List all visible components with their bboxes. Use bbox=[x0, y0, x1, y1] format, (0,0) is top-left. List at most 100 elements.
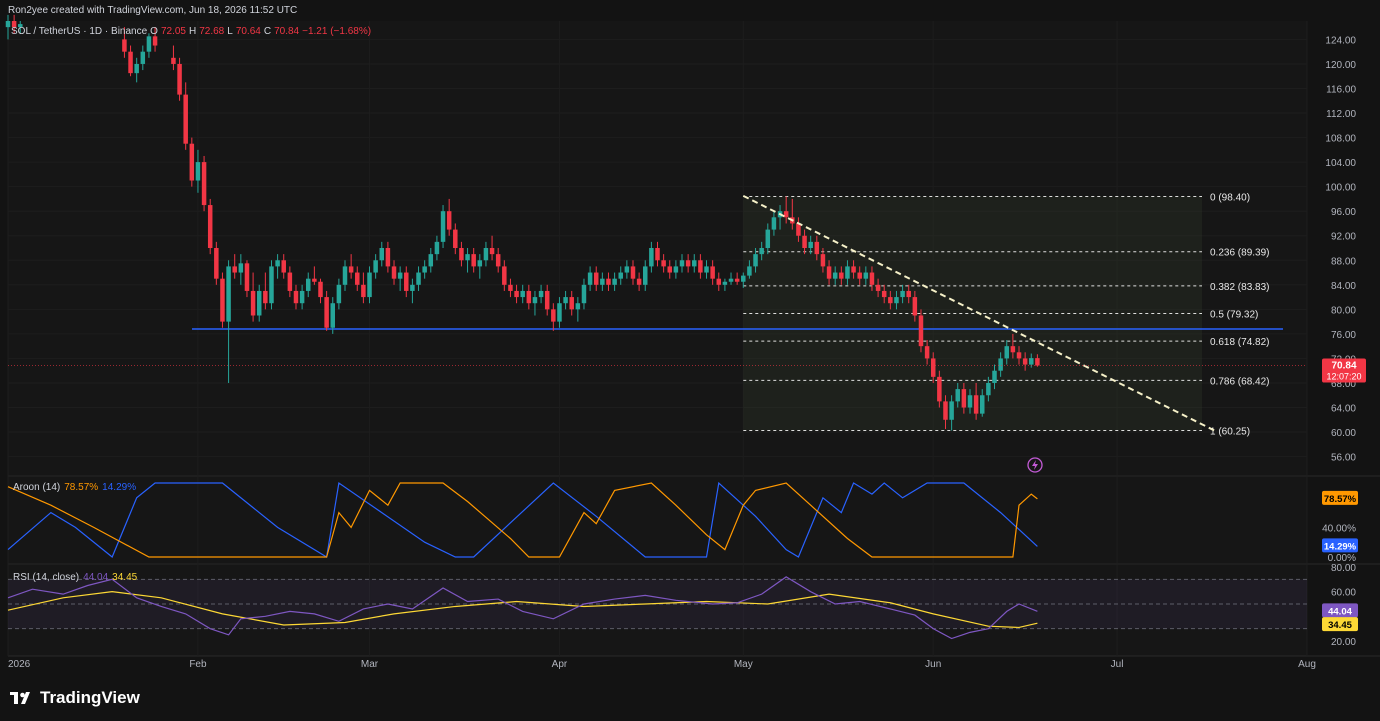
candle bbox=[416, 266, 421, 291]
candle bbox=[11, 14, 17, 34]
price-tick-label: 120.00 bbox=[1325, 60, 1356, 71]
fib-level-label: 0.618 (74.82) bbox=[1210, 337, 1270, 348]
candle-body bbox=[973, 395, 979, 414]
candle-body bbox=[814, 241, 820, 255]
candle bbox=[734, 272, 740, 285]
aroon-down-value: 14.29% bbox=[102, 482, 136, 493]
candle bbox=[404, 266, 409, 298]
candle bbox=[593, 266, 599, 291]
candle bbox=[440, 205, 446, 248]
bolt-icon-ring bbox=[1027, 457, 1043, 473]
candle bbox=[894, 290, 899, 310]
candle bbox=[1016, 346, 1022, 365]
candle bbox=[195, 149, 201, 193]
candle bbox=[152, 27, 158, 52]
candle-body bbox=[642, 266, 648, 285]
brand-text: TradingView bbox=[40, 688, 140, 707]
candle bbox=[575, 297, 581, 322]
candle bbox=[263, 272, 268, 310]
candle bbox=[600, 272, 605, 291]
trendline bbox=[742, 194, 1216, 432]
candle-body bbox=[152, 36, 158, 46]
candle bbox=[753, 248, 758, 273]
price-tick-label: 108.00 bbox=[1325, 134, 1356, 145]
candle-body bbox=[845, 266, 850, 279]
candle bbox=[312, 266, 317, 285]
candle bbox=[692, 254, 697, 273]
time-tick-label: Apr bbox=[552, 659, 568, 670]
candle bbox=[336, 278, 342, 310]
candle bbox=[397, 266, 403, 291]
candle bbox=[961, 382, 967, 414]
bar-countdown: 12:07:20 bbox=[1326, 372, 1361, 382]
candle bbox=[544, 284, 550, 316]
price-tick-label: 96.00 bbox=[1331, 207, 1356, 218]
candle-body bbox=[753, 254, 758, 267]
candle-body bbox=[710, 266, 715, 279]
candle-body bbox=[796, 223, 801, 236]
candle-body bbox=[992, 370, 997, 383]
candle-body bbox=[183, 94, 188, 144]
candle-body bbox=[171, 57, 176, 64]
high-label: H bbox=[189, 26, 196, 37]
candle-body bbox=[177, 63, 182, 95]
candle-body bbox=[661, 260, 666, 267]
candle bbox=[814, 235, 820, 261]
candle bbox=[783, 196, 789, 224]
candle bbox=[747, 260, 752, 279]
rsi-badge bbox=[1322, 603, 1358, 618]
candle bbox=[434, 235, 440, 261]
candle bbox=[765, 223, 771, 255]
candle-body bbox=[526, 290, 532, 304]
candle bbox=[379, 241, 385, 267]
candle bbox=[802, 229, 807, 255]
candle-body bbox=[195, 162, 201, 181]
candle bbox=[661, 254, 666, 273]
price-tick-label: 84.00 bbox=[1331, 281, 1356, 292]
candle bbox=[18, 21, 23, 34]
candle bbox=[1010, 333, 1016, 359]
time-tick-label: Feb bbox=[189, 659, 207, 670]
candle bbox=[134, 57, 139, 83]
candle-body bbox=[741, 275, 746, 282]
bolt-icon[interactable] bbox=[1027, 457, 1043, 473]
candle bbox=[244, 260, 250, 298]
candle-body bbox=[189, 143, 195, 181]
candle-body bbox=[783, 211, 789, 218]
candle bbox=[900, 284, 905, 304]
candle-body bbox=[747, 266, 752, 276]
candle-body bbox=[575, 303, 581, 310]
candle bbox=[796, 217, 801, 242]
candle-body bbox=[998, 358, 1003, 371]
candle-body bbox=[146, 36, 152, 52]
candle-body bbox=[722, 281, 728, 285]
aroon-legend: Aroon (14) 78.57% 14.29% bbox=[13, 482, 136, 493]
candle-body bbox=[244, 263, 250, 291]
rsi-tick-label: 20.00 bbox=[1331, 637, 1356, 648]
candle-body bbox=[355, 272, 360, 285]
candle bbox=[771, 211, 777, 236]
candle-body bbox=[624, 266, 630, 273]
candle bbox=[250, 272, 256, 322]
candle bbox=[502, 260, 507, 291]
candle-body bbox=[606, 278, 611, 285]
candle-body bbox=[544, 290, 550, 310]
candle-body bbox=[238, 263, 244, 273]
rsi-ma-value: 34.45 bbox=[112, 572, 137, 583]
candle-body bbox=[581, 284, 587, 304]
candle-body bbox=[391, 266, 397, 279]
candle bbox=[146, 33, 152, 58]
candle bbox=[330, 297, 335, 334]
candle bbox=[618, 266, 623, 285]
tradingview-logo[interactable]: TradingView bbox=[10, 688, 140, 708]
candle bbox=[361, 272, 366, 304]
close-label: C bbox=[264, 26, 271, 37]
candle-body bbox=[11, 21, 17, 28]
candle bbox=[685, 254, 691, 273]
candle bbox=[465, 248, 470, 273]
candle bbox=[569, 290, 574, 316]
candle bbox=[808, 235, 813, 255]
candle bbox=[992, 364, 997, 390]
candle bbox=[863, 266, 869, 285]
